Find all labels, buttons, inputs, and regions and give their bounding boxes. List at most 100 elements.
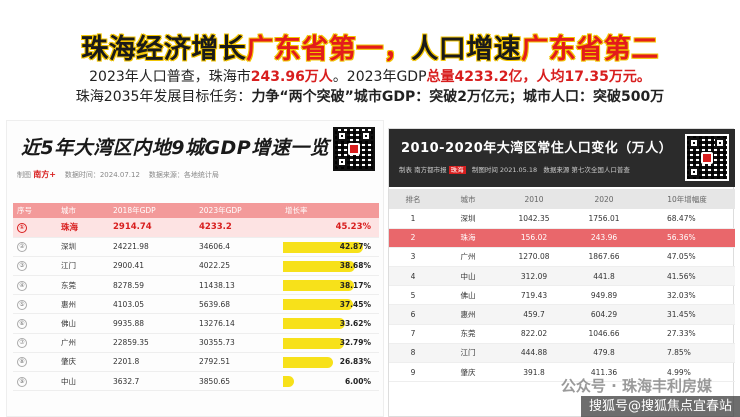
gdp-cell-rank: ③ — [13, 256, 57, 277]
pop-cell-2020: 411.36 — [569, 362, 639, 383]
pop-col-rank: 排名 — [389, 189, 437, 209]
gdp-growth-bar — [283, 280, 354, 292]
gdp-cell-rank: ④ — [13, 275, 57, 296]
pop-meta-tag: 珠海 — [448, 166, 466, 174]
gdp-meta-logo: 南方+ — [33, 170, 56, 179]
gdp-growth-value: 26.83% — [339, 357, 371, 367]
pop-meta-prefix: 制表 — [399, 166, 412, 174]
subline-population-gdp: 2023年人口普查，珠海市243.96万人。2023年GDP总量4233.2亿，… — [0, 68, 740, 86]
pop-col-2010: 2010 — [499, 189, 569, 209]
gdp-meta-date: 数据时间：2024.07.12 — [64, 171, 140, 179]
gdp-col-city: 城市 — [57, 203, 109, 218]
gdp-cell-2023: 5639.68 — [195, 294, 281, 315]
pop-cell-city: 广州 — [437, 247, 499, 268]
pop-cell-rank: 4 — [389, 266, 437, 287]
gdp-col-growth: 增长率 — [281, 203, 379, 218]
gdp-col-rank: 序号 — [13, 203, 57, 218]
gdp-table-row: ④ 东莞 8278.59 11438.13 38.17% — [13, 275, 379, 296]
gdp-col-2018: 2018年GDP — [109, 203, 195, 218]
gdp-growth-bar — [283, 318, 345, 330]
gdp-meta-source: 数据来源：各地统计局 — [148, 171, 219, 179]
gdp-growth-bar — [283, 356, 333, 368]
pop-table-row: 2 珠海 156.02 243.96 56.36% — [389, 228, 735, 248]
headline-part2: 广东省第一， — [246, 34, 412, 65]
gdp-cell-2018: 22859.35 — [109, 333, 195, 353]
gdp-growth-table: 序号 城市 2018年GDP 2023年GDP 增长率 ① 珠海 2914.74 42… — [13, 203, 379, 392]
pop-cell-change: 32.03% — [639, 285, 735, 306]
gdp-cell-2023: 4022.25 — [195, 256, 281, 277]
pop-cell-2020: 1867.66 — [569, 247, 639, 268]
pop-cell-2020: 243.96 — [569, 228, 639, 248]
pop-cell-change: 41.56% — [639, 266, 735, 287]
pop-cell-city: 中山 — [437, 266, 499, 287]
population-panel-meta: 制表 南方都市报 珠海 制图时间 2021.05.18 数据来源 第七次全国人口… — [399, 164, 630, 174]
pop-cell-2010: 1270.08 — [499, 247, 569, 268]
gdp-cell-2018: 3632.7 — [109, 371, 195, 392]
watermark-sohu: 搜狐号@搜狐焦点宜春站 — [580, 396, 740, 417]
gdp-cell-rank: ② — [13, 237, 57, 257]
pop-table-row: 1 深圳 1042.35 1756.01 68.47% — [389, 209, 735, 229]
gdp-table-row: ③ 江门 2900.41 4022.25 38.68% — [13, 256, 379, 277]
pop-cell-2010: 444.88 — [499, 343, 569, 364]
gdp-cell-city: 中山 — [57, 371, 109, 392]
gdp-growth-bar — [283, 337, 344, 349]
pop-cell-2020: 1046.66 — [569, 324, 639, 344]
pop-col-change: 10年增幅度 — [639, 189, 735, 209]
gdp-cell-growth: 45.23% — [281, 218, 379, 238]
pop-cell-2010: 312.09 — [499, 266, 569, 287]
pop-cell-2020: 604.29 — [569, 304, 639, 325]
gdp-table-header-row: 序号 城市 2018年GDP 2023年GDP 增长率 — [13, 203, 379, 218]
gdp-cell-2018: 8278.59 — [109, 275, 195, 296]
gdp-cell-city: 珠海 — [57, 218, 109, 238]
gdp-table-row: ⑤ 惠州 4103.05 5639.68 37.45% — [13, 294, 379, 315]
gdp-meta-prefix: 制图 — [17, 171, 31, 179]
gdp-cell-rank: ⑥ — [13, 313, 57, 334]
subline1-population: 243.96万人 — [250, 69, 333, 85]
population-panel: 2010-2020年大湾区常住人口变化（万人） 制表 南方都市报 珠海 制图时间… — [388, 128, 735, 417]
gdp-growth-value: 37.45% — [339, 299, 371, 309]
gdp-growth-value: 38.68% — [339, 261, 371, 271]
pop-cell-2020: 1756.01 — [569, 209, 639, 229]
gdp-growth-value: 38.17% — [339, 280, 371, 290]
pop-cell-rank: 3 — [389, 247, 437, 268]
gdp-cell-city: 惠州 — [57, 294, 109, 315]
pop-cell-change: 4.99% — [639, 362, 735, 383]
pop-cell-2010: 459.7 — [499, 304, 569, 325]
gdp-cell-2018: 24221.98 — [109, 237, 195, 257]
pop-cell-2010: 822.02 — [499, 324, 569, 344]
pop-meta-date: 制图时间 2021.05.18 — [471, 166, 538, 174]
pop-cell-2020: 441.8 — [569, 266, 639, 287]
pop-cell-city: 佛山 — [437, 285, 499, 306]
gdp-panel-meta: 制图 南方+ 数据时间：2024.07.12 数据来源：各地统计局 — [17, 169, 219, 180]
gdp-cell-growth: 42.87% — [281, 237, 379, 257]
pop-cell-2010: 156.02 — [499, 228, 569, 248]
pop-cell-rank: 2 — [389, 228, 437, 248]
gdp-table-body: ① 珠海 2914.74 4233.2 45.23% ② 深圳 24221.98 34606.4… — [13, 218, 379, 392]
pop-cell-2010: 391.8 — [499, 362, 569, 383]
pop-meta-logo: 南方都市报 — [414, 166, 447, 174]
gdp-cell-rank: ⑤ — [13, 294, 57, 315]
pop-table-row: 8 江门 444.88 479.8 7.85% — [389, 343, 735, 364]
headline-part1: 珠海经济增长 — [81, 34, 247, 65]
pop-cell-2020: 479.8 — [569, 343, 639, 364]
gdp-growth-panel: 近5年大湾区内地9城GDP增速一览 制图 南方+ 数据时间：2024.07.12… — [6, 120, 384, 417]
gdp-cell-growth: 38.17% — [281, 275, 379, 296]
gdp-cell-rank: ① — [13, 218, 57, 238]
gdp-table-row: ⑧ 肇庆 2201.8 2792.51 26.83% — [13, 352, 379, 373]
subline2-a: 珠海2035年发展目标任务： — [75, 89, 252, 105]
gdp-cell-2018: 4103.05 — [109, 294, 195, 315]
gdp-cell-city: 东莞 — [57, 275, 109, 296]
subline-2035-goals: 珠海2035年发展目标任务：力争“两个突破”城市GDP：突破2万亿元；城市人口：… — [0, 88, 740, 106]
subline2-b: 力争“两个突破”城市GDP：突破2万亿元；城市人口：突破5 — [251, 89, 631, 105]
gdp-cell-2023: 3850.65 — [195, 371, 281, 392]
pop-table-row: 7 东莞 822.02 1046.66 27.33% — [389, 324, 735, 344]
headline: 珠海经济增长广东省第一，人口增速广东省第二 — [0, 34, 740, 66]
gdp-table-row: ⑦ 广州 22859.35 30355.73 32.79% — [13, 333, 379, 353]
gdp-cell-city: 佛山 — [57, 313, 109, 334]
gdp-growth-value: 45.23% — [335, 222, 371, 233]
pop-cell-city: 深圳 — [437, 209, 499, 229]
gdp-cell-city: 广州 — [57, 333, 109, 353]
gdp-cell-rank: ⑨ — [13, 371, 57, 392]
pop-col-2020: 2020 — [569, 189, 639, 209]
pop-table-row: 6 惠州 459.7 604.29 31.45% — [389, 304, 735, 325]
